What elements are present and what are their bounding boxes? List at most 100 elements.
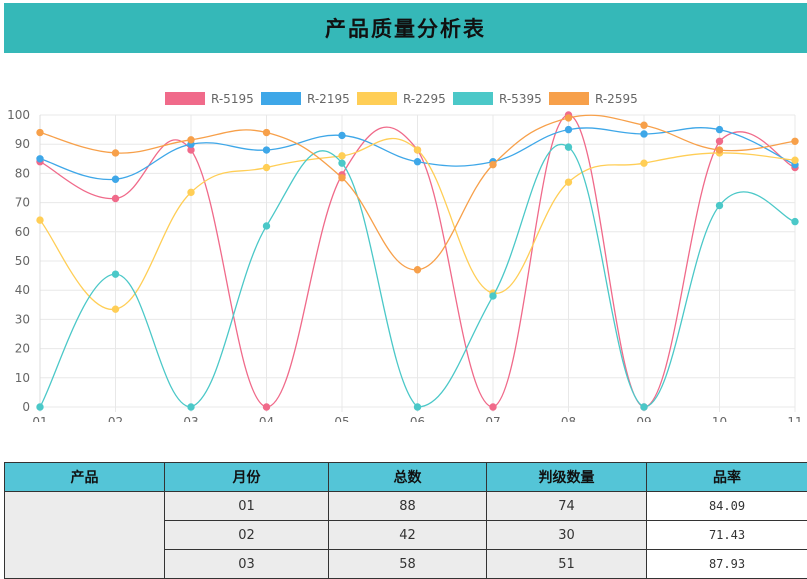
x-tick-label: 03 [183, 415, 198, 422]
y-tick-label: 40 [15, 283, 30, 297]
data-point[interactable] [716, 126, 722, 132]
data-point[interactable] [37, 217, 43, 223]
data-point[interactable] [37, 156, 43, 162]
quality-table: 产品 月份 总数 判级数量 品率 01 88 74 84.09 02 42 30… [4, 462, 807, 579]
quality-table-container: 产品 月份 总数 判级数量 品率 01 88 74 84.09 02 42 30… [4, 462, 807, 579]
month-cell: 03 [165, 550, 329, 579]
header-month[interactable]: 月份 [165, 463, 329, 492]
rate-cell: 87.93 [647, 550, 807, 579]
data-point[interactable] [792, 138, 798, 144]
data-point[interactable] [565, 126, 571, 132]
data-point[interactable] [112, 271, 118, 277]
data-point[interactable] [414, 159, 420, 165]
data-point[interactable] [414, 267, 420, 273]
legend-swatch [165, 92, 205, 105]
total-cell: 88 [329, 492, 487, 521]
legend-item-r-5395[interactable]: R-5395 [453, 92, 542, 106]
data-point[interactable] [792, 157, 798, 163]
y-tick-label: 100 [7, 108, 30, 122]
data-point[interactable] [263, 164, 269, 170]
data-point[interactable] [263, 404, 269, 410]
x-tick-label: 04 [259, 415, 274, 422]
legend-label: R-5395 [499, 92, 542, 106]
y-tick-label: 80 [15, 166, 30, 180]
header-product[interactable]: 产品 [5, 463, 165, 492]
page-header: 产品质量分析表 [4, 3, 807, 53]
data-point[interactable] [112, 195, 118, 201]
data-point[interactable] [565, 179, 571, 185]
data-point[interactable] [37, 129, 43, 135]
y-tick-label: 30 [15, 312, 30, 326]
data-point[interactable] [641, 160, 647, 166]
x-tick-label: 09 [636, 415, 651, 422]
legend-item-r-2195[interactable]: R-2195 [261, 92, 350, 106]
y-tick-label: 10 [15, 371, 30, 385]
x-tick-label: 08 [561, 415, 576, 422]
header-total[interactable]: 总数 [329, 463, 487, 492]
x-tick-label: 01 [32, 415, 47, 422]
legend-swatch [549, 92, 589, 105]
legend-label: R-2595 [595, 92, 638, 106]
header-graded-count[interactable]: 判级数量 [487, 463, 647, 492]
data-point[interactable] [716, 138, 722, 144]
legend-item-r-5195[interactable]: R-5195 [165, 92, 254, 106]
data-point[interactable] [188, 137, 194, 143]
rate-cell: 71.43 [647, 521, 807, 550]
product-cell [5, 492, 165, 579]
data-point[interactable] [339, 132, 345, 138]
y-tick-label: 60 [15, 225, 30, 239]
table-header-row: 产品 月份 总数 判级数量 品率 [5, 463, 807, 492]
data-point[interactable] [339, 153, 345, 159]
y-tick-label: 90 [15, 137, 30, 151]
legend-swatch [357, 92, 397, 105]
x-tick-label: 02 [108, 415, 123, 422]
data-point[interactable] [188, 189, 194, 195]
data-point[interactable] [490, 293, 496, 299]
data-point[interactable] [490, 404, 496, 410]
table-row: 01 88 74 84.09 [5, 492, 807, 521]
graded-cell: 74 [487, 492, 647, 521]
y-tick-label: 0 [22, 400, 30, 414]
legend-item-r-2295[interactable]: R-2295 [357, 92, 446, 106]
chart-legend[interactable]: R-5195 R-2195 R-2295 R-5395 R-2595 [165, 92, 638, 106]
data-point[interactable] [414, 404, 420, 410]
data-point[interactable] [263, 147, 269, 153]
data-point[interactable] [716, 202, 722, 208]
data-point[interactable] [641, 404, 647, 410]
data-point[interactable] [112, 150, 118, 156]
data-point[interactable] [112, 306, 118, 312]
header-yield-rate[interactable]: 品率 [647, 463, 807, 492]
graded-cell: 51 [487, 550, 647, 579]
data-point[interactable] [263, 129, 269, 135]
data-point[interactable] [37, 404, 43, 410]
data-point[interactable] [490, 161, 496, 167]
data-point[interactable] [565, 144, 571, 150]
data-point[interactable] [716, 147, 722, 153]
total-cell: 42 [329, 521, 487, 550]
data-point[interactable] [641, 131, 647, 137]
graded-cell: 30 [487, 521, 647, 550]
legend-label: R-2295 [403, 92, 446, 106]
x-tick-label: 06 [410, 415, 425, 422]
data-point[interactable] [641, 122, 647, 128]
data-point[interactable] [565, 115, 571, 121]
data-point[interactable] [339, 160, 345, 166]
data-point[interactable] [339, 175, 345, 181]
data-point[interactable] [414, 147, 420, 153]
y-tick-label: 50 [15, 254, 30, 268]
x-tick-label: 11 [787, 415, 802, 422]
legend-label: R-5195 [211, 92, 254, 106]
y-tick-label: 20 [15, 342, 30, 356]
month-cell: 01 [165, 492, 329, 521]
page-title: 产品质量分析表 [325, 13, 486, 43]
x-tick-label: 05 [334, 415, 349, 422]
x-tick-label: 10 [712, 415, 727, 422]
data-point[interactable] [263, 223, 269, 229]
total-cell: 58 [329, 550, 487, 579]
data-point[interactable] [112, 176, 118, 182]
data-point[interactable] [188, 404, 194, 410]
legend-item-r-2595[interactable]: R-2595 [549, 92, 638, 106]
data-point[interactable] [792, 218, 798, 224]
